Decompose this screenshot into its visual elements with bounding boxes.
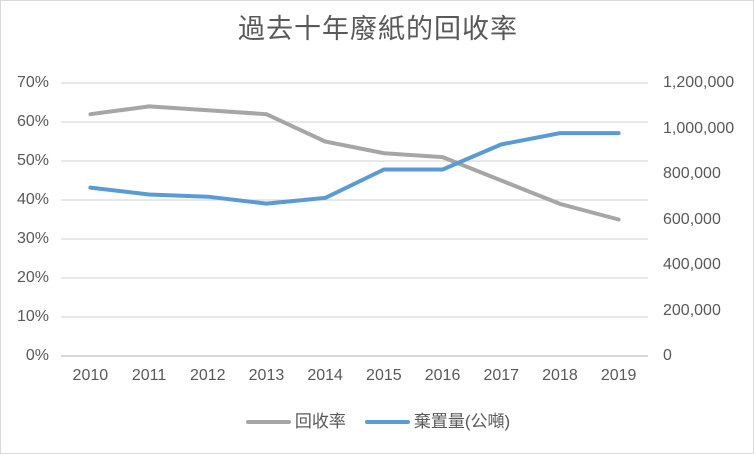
right-axis-tick-label: 200,000 xyxy=(663,301,721,319)
legend-item-disposal-quantity: 棄置量(公噸) xyxy=(364,411,511,433)
x-axis-tick-label: 2018 xyxy=(542,367,578,384)
left-axis-tick-label: 20% xyxy=(16,269,49,286)
left-axis-tick-label: 10% xyxy=(16,308,49,325)
x-axis-tick-label: 2015 xyxy=(366,367,402,384)
right-axis-tick-label: 1,200,000 xyxy=(663,74,735,91)
legend-item-recycling-rate: 回收率 xyxy=(245,411,346,433)
x-axis-tick-label: 2017 xyxy=(483,367,520,384)
x-axis-tick-label: 2014 xyxy=(307,367,343,384)
left-axis-tick-label: 30% xyxy=(16,230,49,247)
right-axis-tick-label: 1,000,000 xyxy=(663,119,735,137)
series-line-disposal-quantity xyxy=(88,131,621,206)
chart-title: 過去十年廢紙的回收率 xyxy=(238,14,518,45)
legend-label: 棄置量(公噸) xyxy=(413,412,511,431)
x-axis-tick-label: 2016 xyxy=(424,367,461,384)
x-axis-tick-label: 2013 xyxy=(248,367,285,384)
left-axis-tick-label: 60% xyxy=(16,113,49,130)
left-axis-tick-label: 70% xyxy=(16,74,49,91)
x-axis-tick-label: 2011 xyxy=(131,367,167,384)
left-axis-tick-label: 0% xyxy=(25,347,49,364)
right-axis-tick-label: 0 xyxy=(663,347,672,364)
left-axis-tick-label: 40% xyxy=(16,191,49,208)
line-swatch-icon xyxy=(364,419,410,425)
x-axis-tick-label: 2019 xyxy=(600,367,637,384)
right-axis-tick-label: 800,000 xyxy=(663,165,721,182)
right-axis-tick-label: 400,000 xyxy=(663,256,721,273)
left-axis-tick-label: 50% xyxy=(16,152,49,169)
x-axis-tick-label: 2012 xyxy=(189,367,226,384)
line-swatch-icon xyxy=(245,419,291,425)
x-axis-tick-label: 2010 xyxy=(72,367,109,384)
right-axis-tick-label: 600,000 xyxy=(663,210,721,228)
legend-label: 回收率 xyxy=(294,412,346,431)
legend: 回收率 棄置量(公噸) xyxy=(1,409,753,435)
series-line-recycling-rate xyxy=(88,104,621,222)
plot-area xyxy=(61,82,648,357)
